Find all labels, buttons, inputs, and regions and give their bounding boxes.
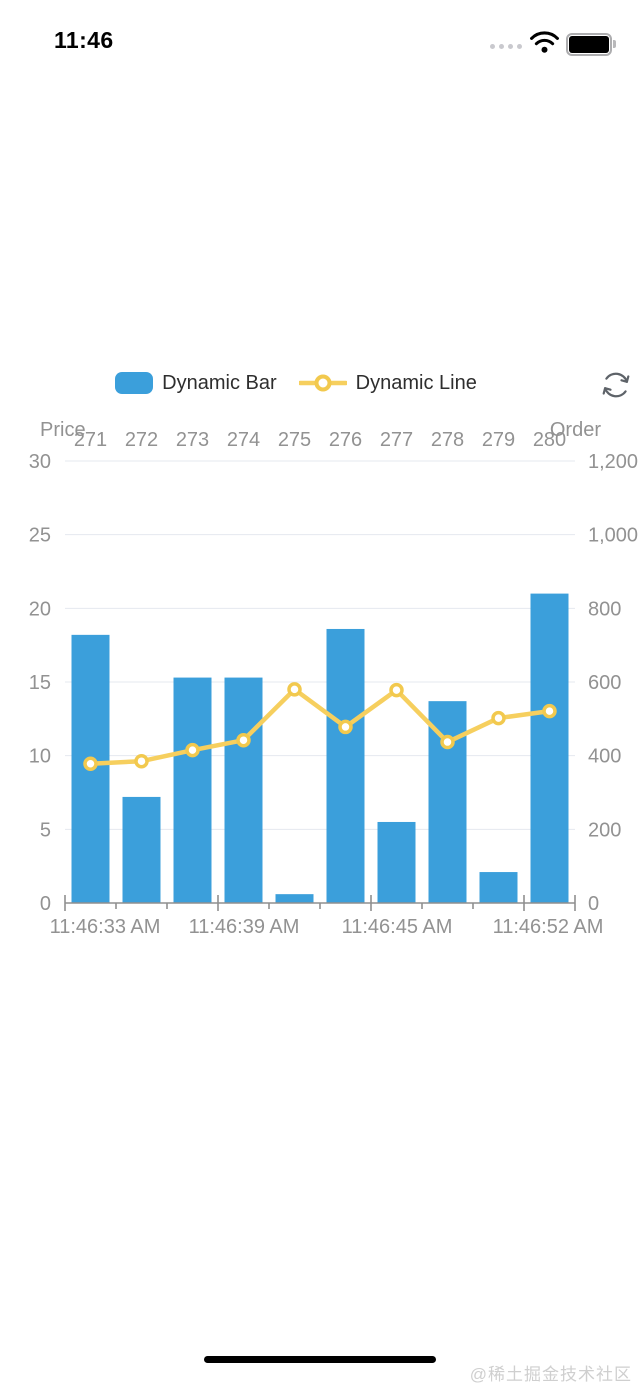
right-tick-label: 400 bbox=[588, 746, 621, 768]
legend-item-dynamic-bar[interactable]: Dynamic Bar bbox=[115, 371, 277, 395]
line-marker-279[interactable] bbox=[491, 710, 506, 726]
bar-272[interactable] bbox=[122, 796, 161, 903]
category-label: 278 bbox=[431, 429, 464, 451]
chart-legend: Dynamic Bar Dynamic Line bbox=[0, 370, 592, 396]
time-label: 11:46:39 AM bbox=[189, 916, 300, 938]
line-marker-271[interactable] bbox=[83, 756, 98, 772]
line-marker-280[interactable] bbox=[542, 703, 557, 719]
refresh-icon bbox=[602, 372, 630, 398]
category-label: 280 bbox=[533, 429, 566, 451]
status-time: 11:46 bbox=[54, 27, 114, 53]
line-marker-278[interactable] bbox=[440, 734, 455, 750]
bar-274[interactable] bbox=[224, 677, 263, 903]
home-indicator-bar[interactable] bbox=[204, 1356, 436, 1363]
right-tick-label: 0 bbox=[588, 893, 599, 915]
right-tick-label: 600 bbox=[588, 672, 621, 694]
time-label: 11:46:52 AM bbox=[493, 916, 604, 938]
line-marker-272[interactable] bbox=[134, 753, 149, 769]
time-label: 11:46:33 AM bbox=[50, 916, 161, 938]
bar-277[interactable] bbox=[377, 821, 416, 903]
watermark: @稀土掘金技术社区 bbox=[469, 1365, 632, 1384]
right-tick-label: 1,000 bbox=[588, 525, 638, 547]
bar-273[interactable] bbox=[173, 677, 212, 903]
line-series[interactable] bbox=[88, 687, 552, 767]
bar-swatch-icon bbox=[115, 372, 154, 394]
left-tick-label: 5 bbox=[40, 819, 51, 841]
line-swatch-icon bbox=[298, 374, 347, 392]
left-tick-label: 10 bbox=[29, 746, 51, 768]
line-marker-277[interactable] bbox=[389, 682, 404, 698]
line-marker-274[interactable] bbox=[236, 732, 251, 748]
wifi-icon bbox=[530, 31, 559, 53]
category-label: 273 bbox=[176, 429, 209, 451]
left-tick-label: 0 bbox=[40, 893, 51, 915]
line-marker-275[interactable] bbox=[287, 682, 302, 697]
right-tick-label: 200 bbox=[588, 819, 621, 841]
legend-label: Dynamic Line bbox=[355, 371, 477, 394]
left-tick-label: 25 bbox=[29, 525, 51, 547]
category-label: 279 bbox=[482, 429, 515, 451]
category-label: 274 bbox=[227, 429, 260, 451]
dual-axis-bar-line-chart[interactable]: Price Order 271 272 273 274 275 276 277 278 279 280… bbox=[0, 408, 640, 953]
legend-item-dynamic-line[interactable]: Dynamic Line bbox=[298, 371, 477, 395]
category-label: 275 bbox=[278, 429, 311, 451]
category-label: 276 bbox=[329, 429, 362, 451]
bar-276[interactable] bbox=[326, 628, 365, 903]
category-label: 272 bbox=[125, 429, 158, 451]
right-tick-label: 800 bbox=[588, 598, 621, 620]
bar-275[interactable] bbox=[275, 894, 314, 903]
category-label: 277 bbox=[380, 429, 413, 451]
left-tick-label: 30 bbox=[29, 451, 51, 473]
legend-label: Dynamic Bar bbox=[162, 371, 277, 394]
right-tick-label: 1,200 bbox=[588, 451, 638, 473]
left-tick-label: 20 bbox=[29, 598, 51, 620]
right-axis-name: Order bbox=[550, 419, 601, 441]
bar-279[interactable] bbox=[479, 872, 518, 903]
category-label: 271 bbox=[74, 429, 107, 451]
bar-280[interactable] bbox=[530, 593, 569, 903]
line-marker-276[interactable] bbox=[338, 719, 353, 735]
line-marker-273[interactable] bbox=[185, 742, 200, 758]
battery-icon bbox=[566, 33, 616, 56]
refresh-button[interactable] bbox=[596, 366, 636, 406]
left-tick-label: 15 bbox=[29, 672, 51, 694]
left-axis-name: Price bbox=[40, 419, 86, 441]
time-label: 11:46:45 AM bbox=[342, 916, 453, 938]
cellular-signal-icon bbox=[490, 44, 522, 49]
